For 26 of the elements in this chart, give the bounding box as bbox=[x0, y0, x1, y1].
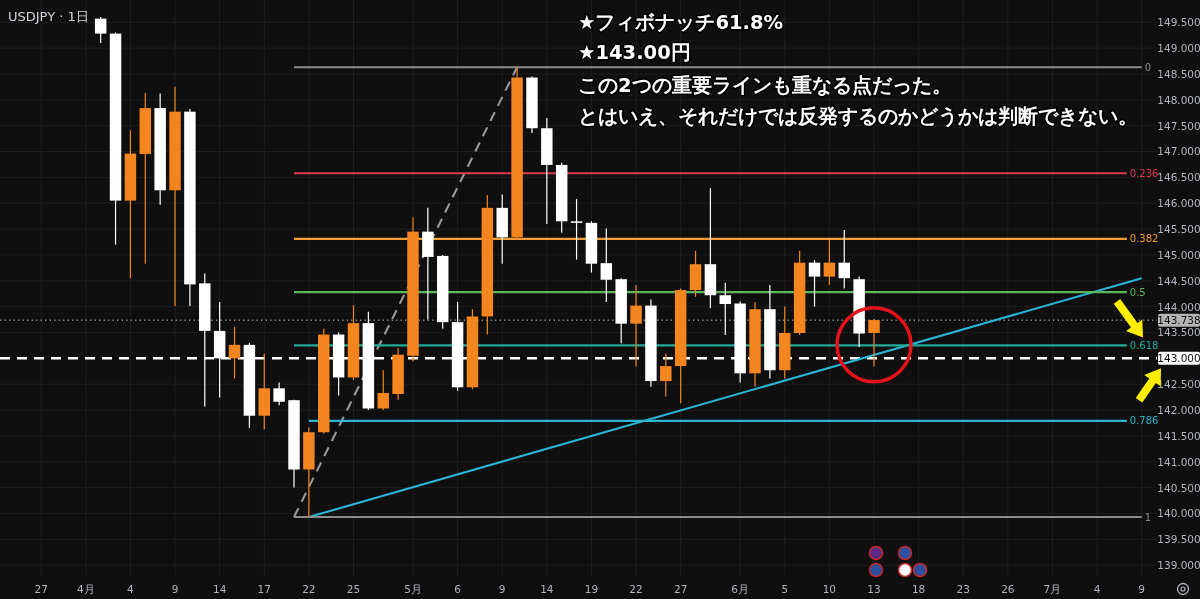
x-tick-label: 5月 bbox=[404, 583, 422, 595]
x-tick-label: 4 bbox=[127, 583, 135, 595]
x-tick-label: 14 bbox=[212, 583, 227, 595]
x-tick-label: 19 bbox=[584, 583, 599, 595]
x-tick-label: 27 bbox=[34, 583, 48, 595]
x-tick-label: 18 bbox=[911, 583, 926, 595]
x-tick-label: 4 bbox=[1093, 583, 1101, 595]
x-tick-label: 9 bbox=[171, 583, 179, 595]
x-tick-label: 5 bbox=[781, 583, 789, 595]
x-tick-label: 22 bbox=[302, 583, 316, 595]
x-tick-label: 10 bbox=[822, 583, 837, 595]
x-tick-label: 6月 bbox=[731, 583, 749, 595]
x-tick-label: 27 bbox=[673, 583, 688, 595]
x-tick-label: 6 bbox=[454, 583, 462, 595]
x-tick-label: 14 bbox=[540, 583, 554, 595]
title: USDJPY · 1日 bbox=[8, 8, 89, 24]
x-tick-label: 22 bbox=[629, 583, 643, 595]
x-tick-label: 9 bbox=[498, 583, 506, 595]
x-tick-label: 7月 bbox=[1043, 583, 1062, 595]
x-tick-label: 9 bbox=[1138, 583, 1146, 595]
x-tick-label: 25 bbox=[346, 583, 361, 595]
x-tick-label: 13 bbox=[867, 583, 881, 595]
x-tick-label: 23 bbox=[956, 583, 970, 595]
x-tick-label: 4月 bbox=[76, 583, 95, 595]
x-tick-label: 17 bbox=[257, 583, 271, 595]
x-tick-label: 26 bbox=[1001, 583, 1015, 595]
